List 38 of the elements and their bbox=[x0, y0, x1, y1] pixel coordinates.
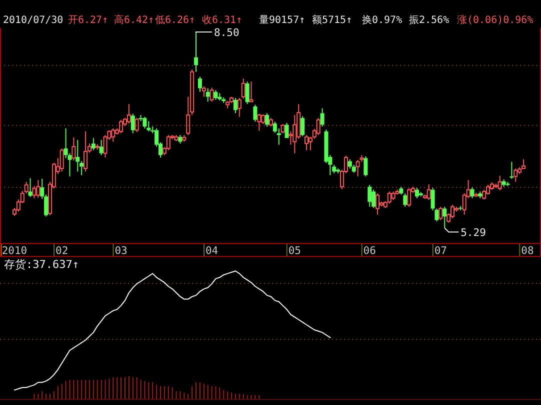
candlestick bbox=[80, 160, 84, 176]
x-tick-label: 07 bbox=[434, 245, 447, 257]
candlestick bbox=[249, 81, 254, 102]
candlestick bbox=[76, 139, 80, 172]
chart-title: 存货:37.637↑ bbox=[4, 258, 79, 271]
text: 涨(0.06)0.96% bbox=[457, 14, 534, 26]
text: 开6.27↑ bbox=[68, 15, 108, 26]
candlestick bbox=[233, 98, 238, 114]
candlestick bbox=[206, 88, 210, 102]
candlestick bbox=[276, 128, 281, 146]
candlestick bbox=[320, 108, 324, 128]
text: 2010/07/30 bbox=[3, 15, 64, 26]
x-tick-label: 05 bbox=[288, 245, 301, 257]
x-tick-label: 04 bbox=[205, 245, 218, 257]
annotation: 8.50 bbox=[214, 27, 240, 39]
annotation: 5.29 bbox=[460, 227, 486, 239]
text: 收6.31↑ bbox=[202, 15, 242, 26]
candlestick bbox=[265, 112, 270, 128]
x-tick-label: 2010 bbox=[2, 245, 28, 257]
candlestick bbox=[442, 206, 447, 228]
x-tick-label: 08 bbox=[521, 245, 534, 257]
candlestick bbox=[300, 116, 305, 137]
candlestick bbox=[178, 134, 182, 144]
candlestick bbox=[198, 76, 202, 92]
x-tick-label: 03 bbox=[114, 245, 128, 257]
text: 量90157↑ bbox=[259, 15, 306, 26]
text: 额5715↑ bbox=[312, 14, 352, 26]
x-tick-label: 02 bbox=[56, 245, 68, 257]
text: 换0.97% bbox=[362, 14, 402, 26]
text: 低6.26↑ bbox=[155, 15, 196, 26]
text: 高6.42↑ bbox=[114, 14, 154, 26]
candlestick bbox=[194, 32, 198, 72]
candlestick bbox=[292, 114, 297, 154]
candlestick bbox=[372, 189, 376, 208]
candlestick bbox=[64, 128, 68, 159]
candlestick bbox=[214, 90, 218, 100]
x-tick-label: 06 bbox=[363, 245, 376, 257]
text: 振2.56% bbox=[409, 14, 450, 26]
